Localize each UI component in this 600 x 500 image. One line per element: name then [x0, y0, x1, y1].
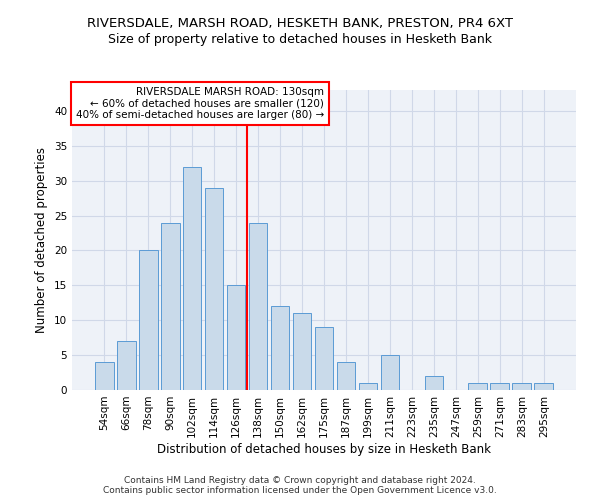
Bar [139, 250, 158, 390]
Bar [337, 362, 355, 390]
X-axis label: Distribution of detached houses by size in Hesketh Bank: Distribution of detached houses by size … [157, 442, 491, 456]
Bar [227, 286, 245, 390]
Bar [183, 166, 202, 390]
Bar [490, 383, 509, 390]
Text: RIVERSDALE MARSH ROAD: 130sqm
← 60% of detached houses are smaller (120)
40% of : RIVERSDALE MARSH ROAD: 130sqm ← 60% of d… [76, 87, 324, 120]
Bar [512, 383, 531, 390]
Y-axis label: Number of detached properties: Number of detached properties [35, 147, 49, 333]
Bar [425, 376, 443, 390]
Bar [117, 341, 136, 390]
Bar [293, 314, 311, 390]
Text: Size of property relative to detached houses in Hesketh Bank: Size of property relative to detached ho… [108, 32, 492, 46]
Bar [205, 188, 223, 390]
Bar [271, 306, 289, 390]
Bar [535, 383, 553, 390]
Bar [161, 222, 179, 390]
Bar [359, 383, 377, 390]
Bar [249, 222, 268, 390]
Text: Contains HM Land Registry data © Crown copyright and database right 2024.
Contai: Contains HM Land Registry data © Crown c… [103, 476, 497, 495]
Text: RIVERSDALE, MARSH ROAD, HESKETH BANK, PRESTON, PR4 6XT: RIVERSDALE, MARSH ROAD, HESKETH BANK, PR… [87, 18, 513, 30]
Bar [380, 355, 399, 390]
Bar [95, 362, 113, 390]
Bar [314, 327, 334, 390]
Bar [469, 383, 487, 390]
